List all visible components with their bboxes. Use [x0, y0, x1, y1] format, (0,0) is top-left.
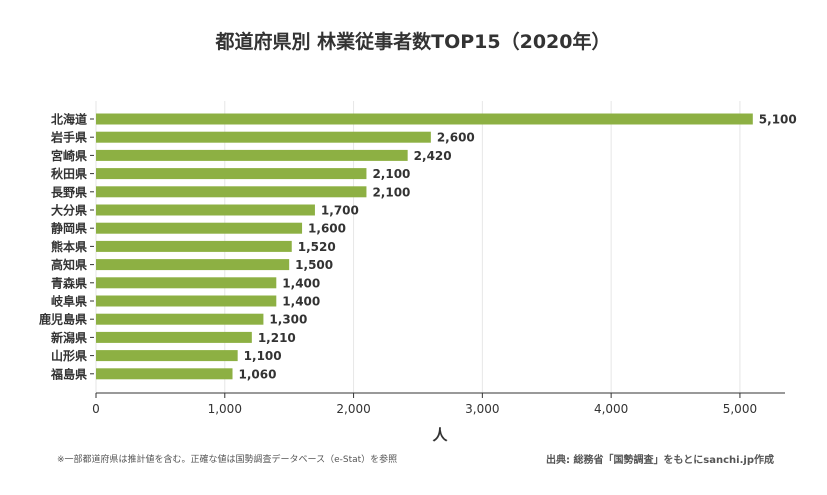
- data-label: 5,100: [759, 113, 797, 127]
- source-credit: 出典: 総務省「国勢調査」をもとにsanchi.jp作成: [546, 455, 774, 466]
- data-label: 1,060: [239, 367, 277, 381]
- y-tick-label: 福島県: [50, 366, 87, 381]
- data-label: 1,210: [258, 331, 296, 345]
- y-tick-label: 熊本県: [51, 239, 87, 254]
- y-tick-label: 岐阜県: [51, 294, 87, 309]
- y-tick-label: 北海道: [51, 112, 87, 127]
- y-tick-label: 新潟県: [51, 330, 87, 345]
- bar: [96, 149, 408, 161]
- y-tick-label: 大分県: [51, 203, 87, 218]
- data-label: 2,100: [372, 167, 410, 181]
- x-tick-label: 2,000: [336, 402, 370, 416]
- data-label: 1,400: [282, 276, 320, 290]
- bar: [96, 368, 233, 380]
- y-tick-label: 高知県: [51, 257, 87, 272]
- x-tick-label: 1,000: [208, 402, 242, 416]
- bar: [96, 295, 277, 307]
- footnote: ※一部都道府県は推計値を含む。正確な値は国勢調査データベース（e-Stat）を参…: [57, 455, 398, 465]
- bar: [96, 259, 290, 271]
- x-tick-label: 0: [92, 402, 100, 416]
- y-tick-label: 静岡県: [51, 221, 87, 236]
- x-tick-label: 5,000: [723, 402, 757, 416]
- bar: [96, 168, 367, 180]
- chart-title: 都道府県別 林業従事者数TOP15（2020年）: [215, 30, 611, 53]
- data-label: 2,100: [372, 185, 410, 199]
- y-tick-label: 青森県: [51, 275, 87, 290]
- x-tick-label: 4,000: [594, 402, 628, 416]
- bar: [96, 331, 252, 343]
- y-tick-label: 秋田県: [51, 166, 87, 181]
- bar: [96, 222, 303, 234]
- data-label: 1,100: [244, 349, 282, 363]
- data-label: 2,420: [414, 149, 452, 163]
- y-tick-label: 宮崎県: [51, 148, 87, 163]
- y-tick-label: 山形県: [51, 348, 87, 363]
- data-label: 1,500: [295, 258, 333, 272]
- x-axis-label: 人: [432, 426, 448, 444]
- bar: [96, 113, 753, 125]
- data-label: 1,400: [282, 295, 320, 309]
- y-tick-label: 岩手県: [50, 130, 87, 145]
- data-label: 1,520: [298, 240, 336, 254]
- bar: [96, 240, 292, 252]
- bar: [96, 350, 238, 362]
- y-tick-label: 長野県: [51, 184, 87, 199]
- data-label: 2,600: [437, 131, 475, 145]
- x-tick-label: 3,000: [465, 402, 499, 416]
- data-label: 1,700: [321, 204, 359, 218]
- data-label: 1,300: [269, 313, 307, 327]
- bar: [96, 277, 277, 289]
- bar: [96, 186, 367, 198]
- bar: [96, 204, 315, 216]
- y-tick-label: 鹿児島県: [39, 312, 87, 327]
- bar: [96, 131, 431, 143]
- bar: [96, 313, 264, 325]
- data-label: 1,600: [308, 222, 346, 236]
